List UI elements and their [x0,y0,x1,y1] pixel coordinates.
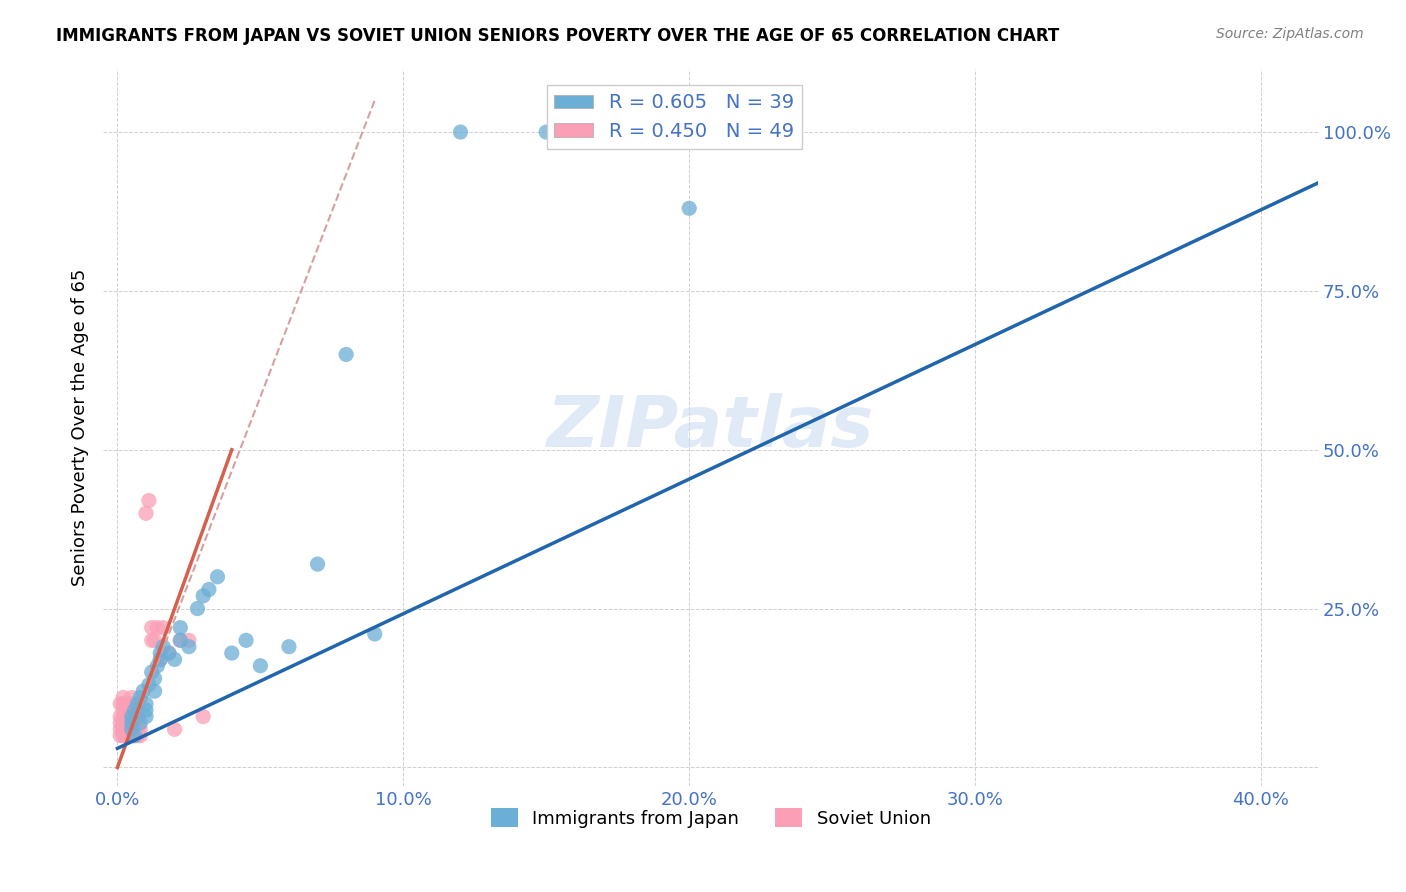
Point [135,709,157,723]
Point [169,621,191,635]
Point [135,703,157,717]
Legend: Immigrants from Japan, Soviet Union: Immigrants from Japan, Soviet Union [484,801,938,835]
Point [124,729,146,743]
Point [157,646,180,660]
Point [124,729,146,743]
Point [536,125,558,139]
Point [177,640,200,654]
Point [118,709,141,723]
Point [115,709,138,723]
Point [129,715,152,730]
Point [149,646,172,660]
Point [112,703,135,717]
Point [249,658,271,673]
Point [141,633,163,648]
Point [221,646,243,660]
Point [143,633,166,648]
Point [115,715,138,730]
Point [163,723,186,737]
Point [121,715,143,730]
Point [157,646,180,660]
Y-axis label: Seniors Poverty Over the Age of 65: Seniors Poverty Over the Age of 65 [72,268,89,586]
Point [127,697,149,711]
Point [112,715,135,730]
Point [186,601,208,615]
Point [335,347,357,361]
Point [112,709,135,723]
Point [118,715,141,730]
Text: ZIPatlas: ZIPatlas [547,393,875,462]
Point [110,723,132,737]
Point [118,697,141,711]
Point [146,621,169,635]
Point [124,715,146,730]
Point [124,723,146,737]
Point [112,723,135,737]
Point [121,690,143,705]
Point [127,729,149,743]
Point [163,652,186,666]
Point [450,125,472,139]
Point [678,202,700,216]
Point [169,633,191,648]
Point [177,633,200,648]
Point [149,652,172,666]
Point [121,703,143,717]
Point [110,715,132,730]
Point [115,723,138,737]
Point [207,570,229,584]
Point [121,709,143,723]
Point [198,582,221,597]
Point [121,729,143,743]
Point [193,709,215,723]
Point [141,665,163,679]
Point [110,697,132,711]
Point [138,493,160,508]
Point [235,633,257,648]
Point [112,690,135,705]
Point [121,709,143,723]
Point [143,672,166,686]
Point [146,658,169,673]
Point [121,723,143,737]
Point [112,697,135,711]
Point [115,729,138,743]
Point [169,633,191,648]
Point [193,589,215,603]
Point [121,715,143,730]
Point [127,709,149,723]
Point [118,729,141,743]
Point [135,506,157,520]
Point [129,729,152,743]
Point [124,703,146,717]
Point [115,703,138,717]
Point [135,697,157,711]
Point [152,621,174,635]
Point [152,640,174,654]
Point [149,652,172,666]
Point [118,723,141,737]
Point [143,684,166,698]
Text: IMMIGRANTS FROM JAPAN VS SOVIET UNION SENIORS POVERTY OVER THE AGE OF 65 CORRELA: IMMIGRANTS FROM JAPAN VS SOVIET UNION SE… [56,27,1060,45]
Point [364,627,387,641]
Point [121,697,143,711]
Point [307,557,329,571]
Point [129,690,152,705]
Point [121,723,143,737]
Point [138,678,160,692]
Point [141,621,163,635]
Point [110,709,132,723]
Point [278,640,301,654]
Point [112,729,135,743]
Point [129,723,152,737]
Point [132,684,155,698]
Text: Source: ZipAtlas.com: Source: ZipAtlas.com [1216,27,1364,41]
Point [110,729,132,743]
